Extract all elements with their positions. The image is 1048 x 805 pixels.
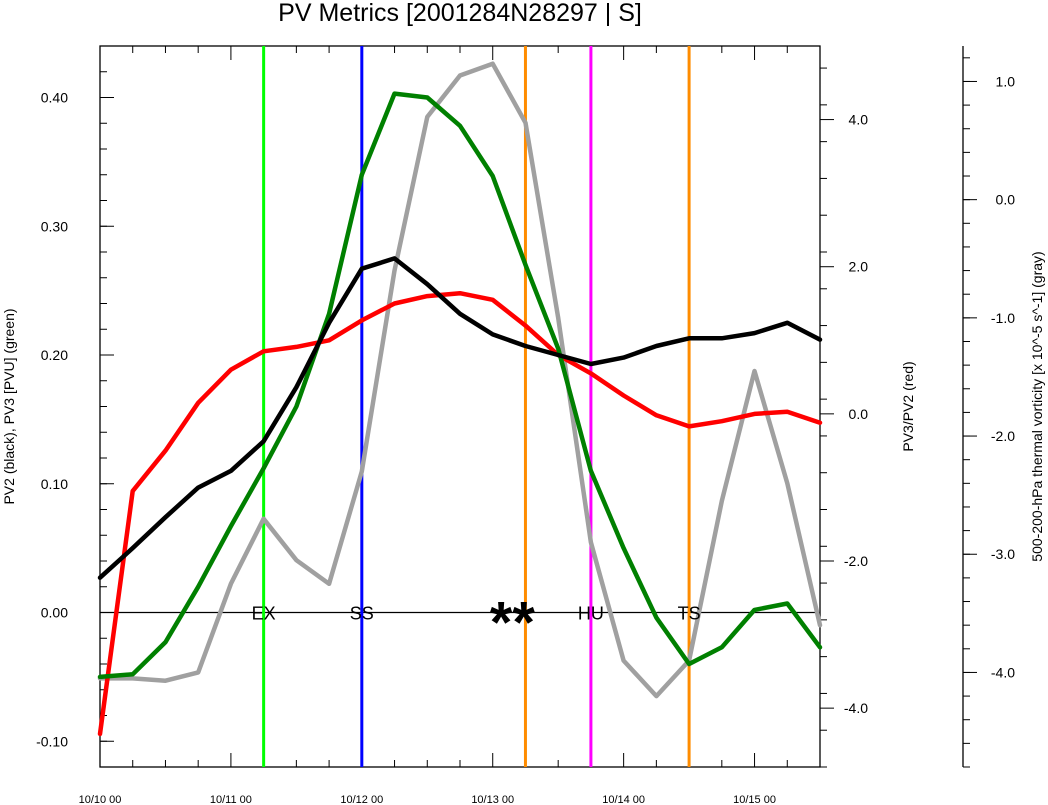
middle-axis-label: PV3/PV2 (red) (900, 361, 916, 451)
event-label-hu: HU (578, 604, 604, 624)
series-line-vorticity (97, 61, 823, 699)
middle-tick-label: 4.0 (849, 112, 869, 128)
right-tick-label: -3.0 (991, 546, 1015, 562)
middle-tick-label: 0.0 (849, 406, 869, 422)
middle-tick-label: -4.0 (844, 700, 868, 716)
x-tick-label: 10/12 00 (340, 794, 383, 805)
x-tick-label: 10/15 00 (733, 794, 776, 805)
left-tick-label: 0.30 (41, 218, 68, 234)
right-tick-label: -1.0 (991, 310, 1015, 326)
x-tick-label: 10/10 00 (79, 794, 122, 805)
middle-tick-label: -2.0 (844, 553, 868, 569)
left-axis-label: PV2 (black), PV3 [PVU] (green) (1, 308, 17, 504)
left-tick-label: -0.10 (36, 733, 68, 749)
plot-border (99, 45, 821, 768)
left-tick-label: 0.10 (41, 476, 68, 492)
event-label-ss: SS (350, 604, 374, 624)
event-label-ts: TS (678, 604, 701, 624)
left-tick-label: 0.20 (41, 347, 68, 363)
event-label-ex: EX (252, 604, 276, 624)
series-line-ratio (97, 290, 823, 737)
plot-frame (99, 45, 977, 768)
series-line-pv3 (97, 91, 823, 680)
middle-tick-label: 2.0 (849, 259, 869, 275)
left-tick-label: 0.00 (41, 605, 68, 621)
x-tick-label: 10/14 00 (602, 794, 645, 805)
chart-labels: 10/10 00 10/11 00 10/12 00 10/13 00 10/14 00… (1, 73, 1045, 805)
x-tick-label: 10/11 00 (210, 794, 252, 805)
right-axis-label: 500-200-hPa thermal vorticity [x 10^-5 s… (1029, 251, 1045, 561)
data-series (97, 61, 823, 737)
right-tick-label: 0.0 (996, 192, 1016, 208)
right-tick-label: 1.0 (996, 73, 1016, 89)
series-line-pv2 (97, 256, 823, 580)
right-tick-label: -2.0 (991, 428, 1015, 444)
chart-title: PV Metrics [2001284N28297 | S] (278, 0, 642, 27)
x-tick-label: 10/13 00 (471, 794, 514, 805)
event-lines (100, 46, 820, 767)
star-markers: ** (490, 591, 536, 656)
left-tick-label: 0.40 (41, 90, 68, 106)
right-tick-label: -4.0 (991, 664, 1015, 680)
